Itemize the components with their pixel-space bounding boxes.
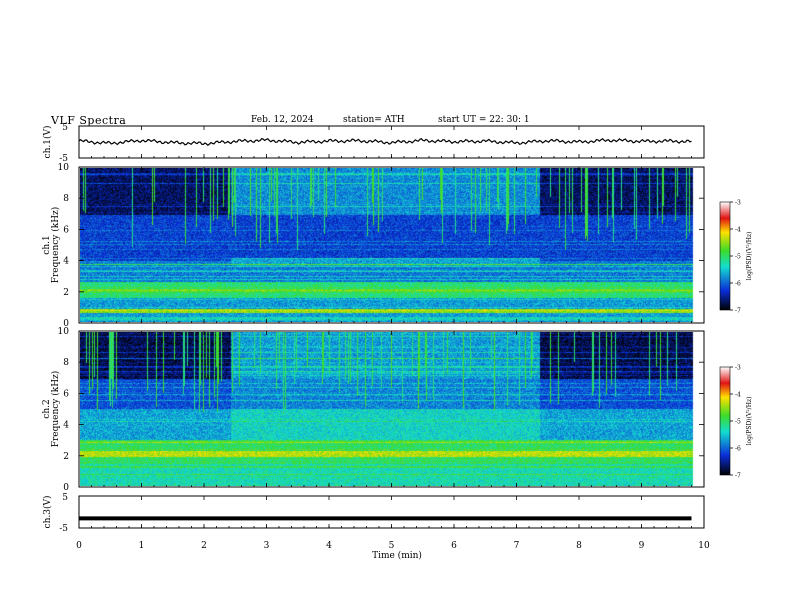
y-tick-label: 6 [63,225,69,235]
ch1-ytick-bottom: -5 [59,154,68,164]
y-tick-label: 10 [58,327,70,337]
ch3-waveform-frame [78,495,705,529]
colorbar-tick-label: -3 [735,365,741,372]
ch1-waveform-trace [78,137,692,146]
y-tick-label: 0 [63,319,69,329]
colorbar-tick-label: -6 [735,281,741,288]
colorbar-tick-label: -4 [735,227,741,234]
x-tick-label: 0 [76,541,82,551]
colorbar-tick-label: -6 [735,446,741,453]
ch3-ylabel: ch.3(V) [42,496,53,529]
y-tick-label: 8 [63,358,69,368]
y-tick-label: 6 [63,389,69,399]
ch3-ytick-top: 5 [62,493,68,503]
ch1-colorbar [719,201,731,311]
ch1-spectrogram [80,168,694,322]
x-tick-label: 2 [201,541,207,551]
x-tick-label: 8 [576,541,582,551]
colorbar-tick-label: -7 [735,473,741,480]
y-tick-label: 8 [63,194,69,204]
chart-title: VLF Spectra [51,114,127,127]
x-axis-label: Time (min) [372,550,422,561]
x-tick-label: 7 [514,541,520,551]
date-label: Feb. 12, 2024 [251,115,314,125]
ch2-freq-label: Frequency (kHz) [50,371,61,448]
colorbar-tick-label: -4 [735,392,741,399]
ch1-freq-label: Frequency (kHz) [50,207,61,284]
station-label: station= ATH [343,115,405,125]
ch1-channel-label: ch.1 [42,235,52,254]
start-ut-label: start UT = 22: 30: 1 [438,115,530,125]
y-tick-label: 4 [63,421,69,431]
x-tick-label: 6 [451,541,457,551]
y-tick-label: 4 [63,257,69,267]
ch1-ytick-top: 5 [62,123,68,133]
colorbar-ticks: -3 -4 -5 -6 -7 -3 -4 -5 -6 -7 [730,200,741,480]
ch3-ytick-bottom: -5 [59,524,68,534]
x-tick-label: 10 [698,541,710,551]
x-tick-label: 5 [389,541,395,551]
colorbar-tick-label: -5 [735,419,741,426]
ch1-colorbar-label: log(PSD)(V²/Hz) [746,232,753,281]
x-axis-ticks: 0 1 2 3 4 5 6 7 8 9 10 [76,126,710,551]
colorbar-tick-label: -3 [735,200,741,207]
y-tick-label: 10 [58,163,70,173]
y-tick-label: 2 [63,288,69,298]
ch1-ylabel: ch.1(V) [42,126,53,159]
ch2-spectrogram [80,332,694,486]
colorbar-tick-label: -7 [735,308,741,315]
ch2-channel-label: ch.2 [42,399,52,418]
x-tick-label: 3 [264,541,270,551]
x-tick-label: 4 [326,541,332,551]
x-tick-label: 1 [139,541,145,551]
ch2-colorbar [719,366,731,476]
y-tick-label: 2 [63,452,69,462]
colorbar-tick-label: -5 [735,254,741,261]
x-tick-label: 9 [639,541,645,551]
y-tick-label: 0 [63,483,69,493]
ch2-colorbar-label: log(PSD)(V²/Hz) [746,397,753,446]
